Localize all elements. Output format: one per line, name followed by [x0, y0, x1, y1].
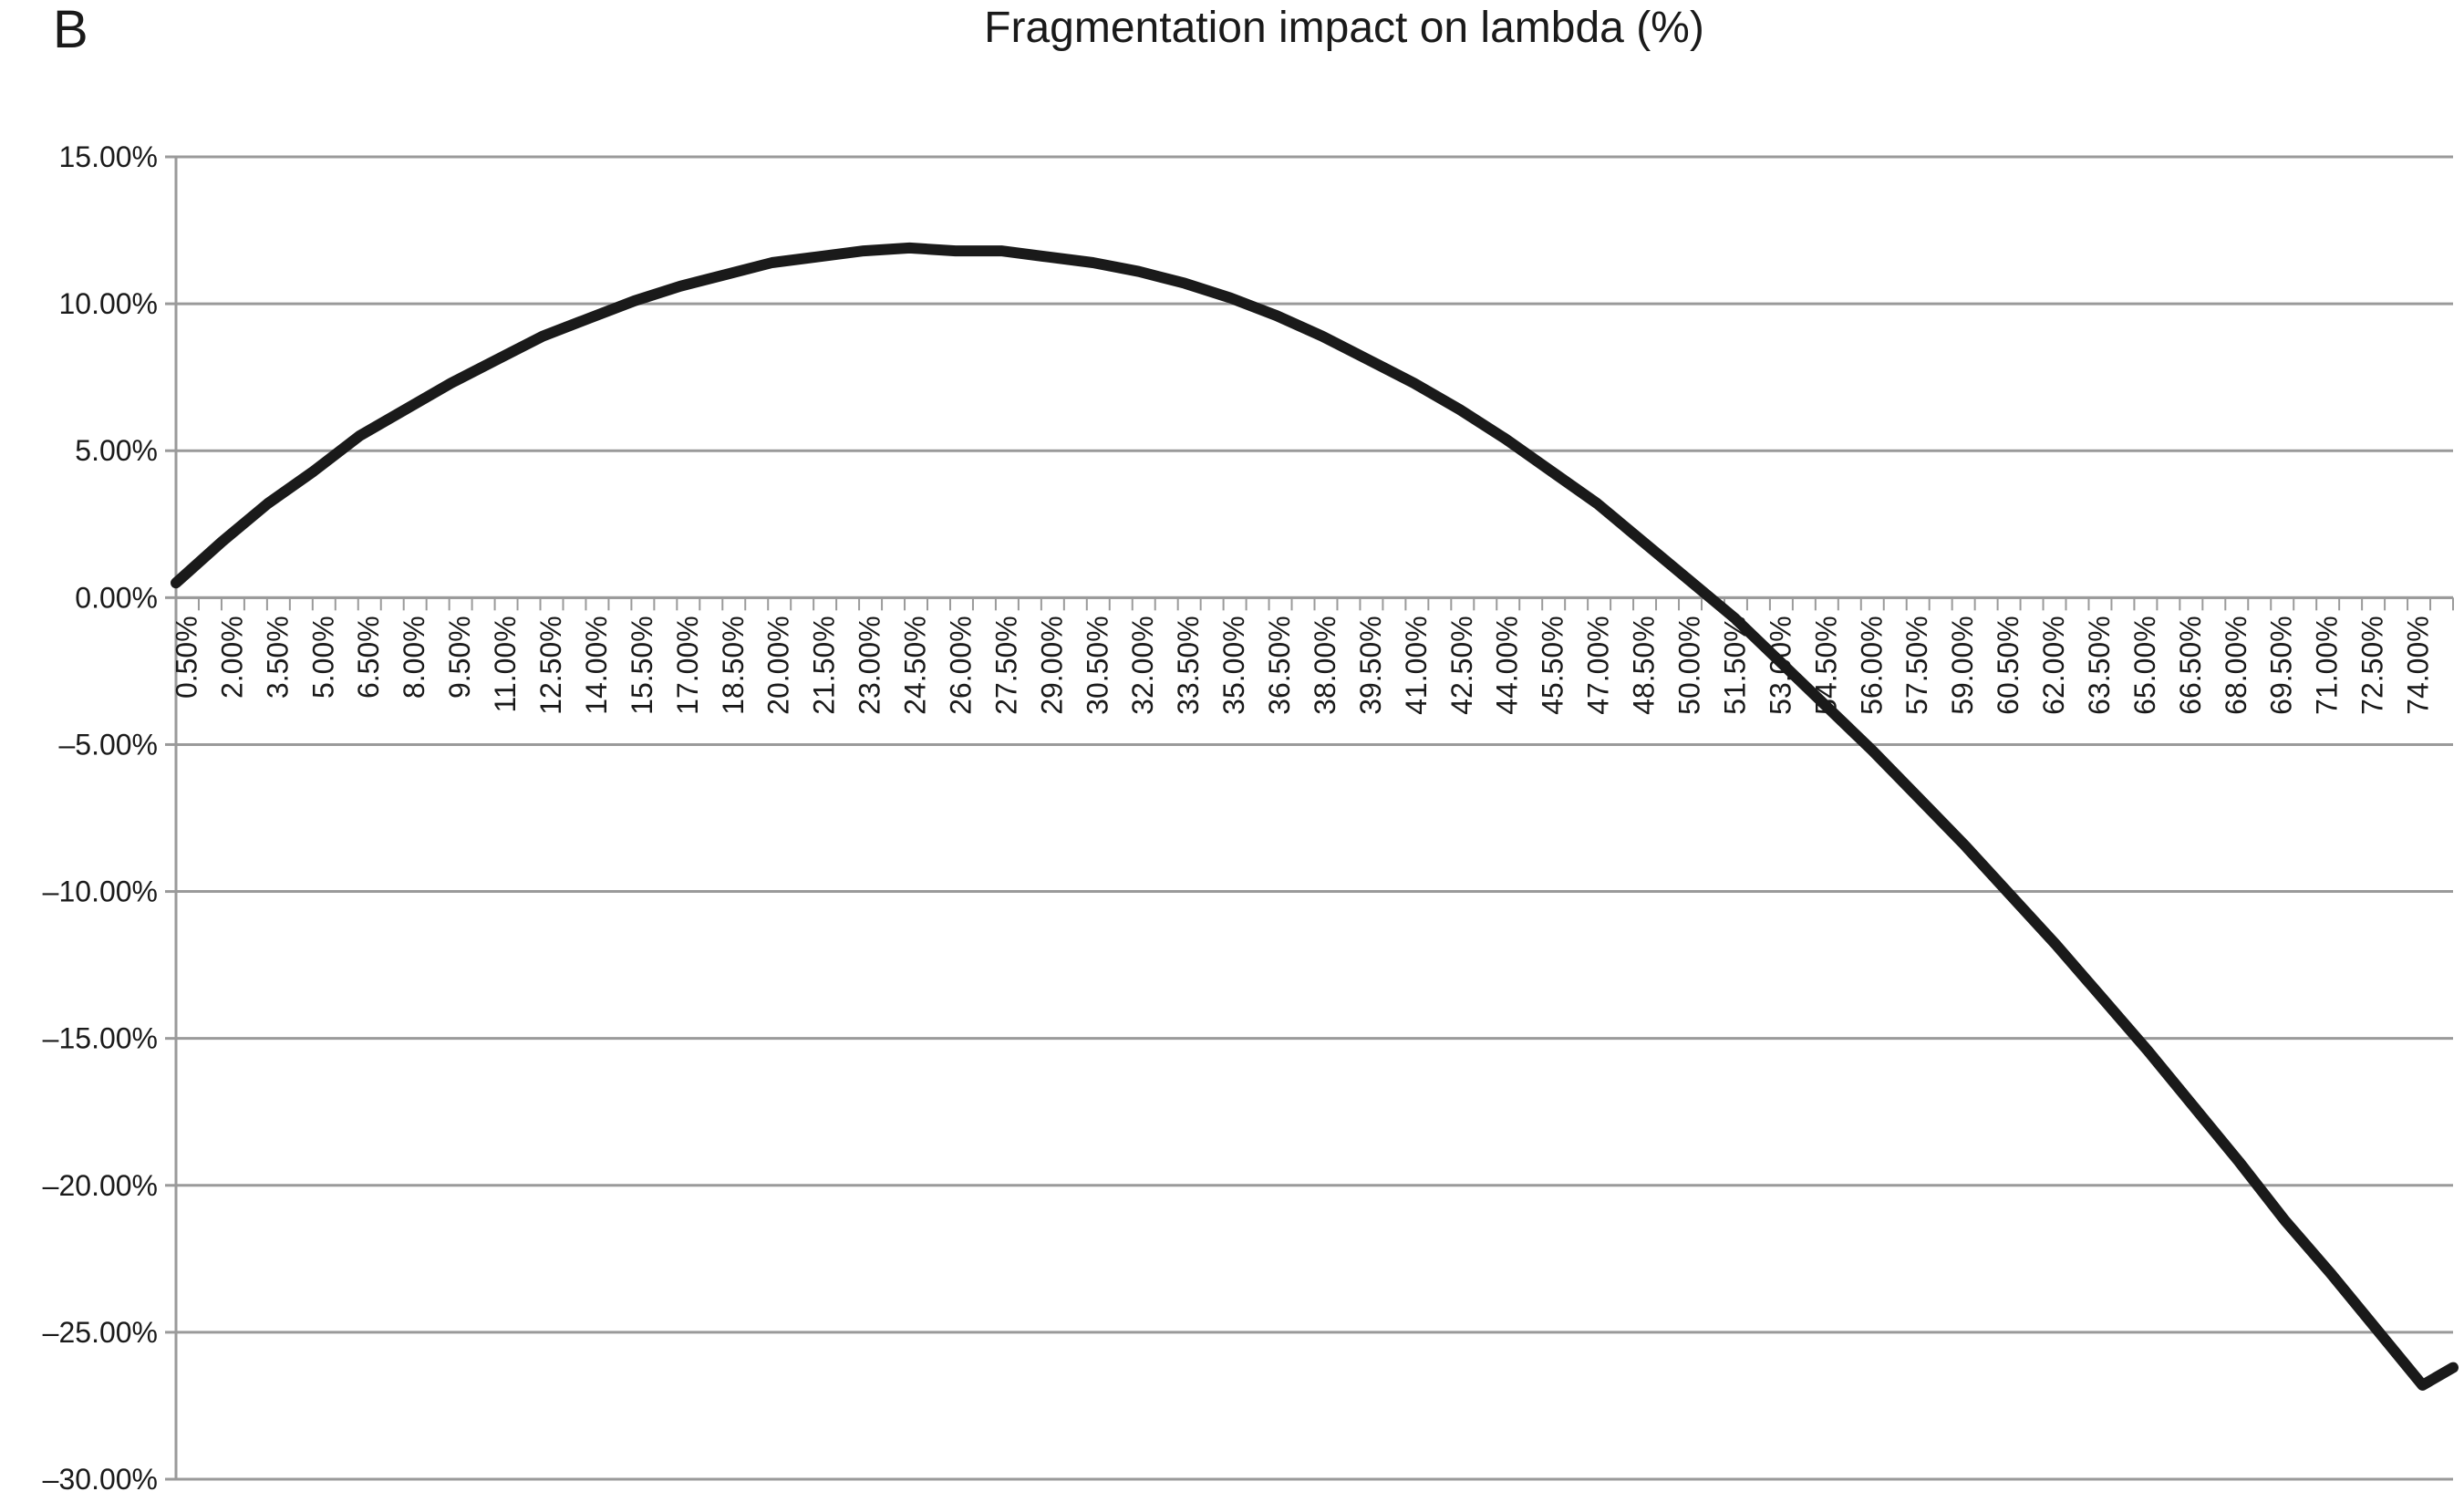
x-tick-label: 60.50%: [1992, 616, 2024, 715]
x-tick-label: 56.00%: [1855, 616, 1888, 715]
x-tick-label: 39.50%: [1354, 616, 1387, 715]
y-tick-label: 0.00%: [75, 581, 158, 614]
x-tick-label: 44.00%: [1491, 616, 1524, 715]
data-series: [171, 242, 2459, 1391]
x-tick-label: 12.50%: [534, 616, 567, 715]
x-axis-tick-labels: 0.50% 2.00% 3.50% 5.00% 6.50% 8.00% 9.50% 11.00…: [171, 616, 2435, 715]
x-tick-label: 51.50%: [1718, 616, 1751, 715]
x-tick-label: 72.50%: [2356, 616, 2389, 715]
x-tick-label: 62.00%: [2037, 616, 2070, 715]
x-tick-label: 0.50%: [171, 616, 203, 699]
gridlines: [165, 155, 2453, 1481]
x-tick-label: 41.00%: [1400, 616, 1433, 715]
x-tick-label: 24.50%: [899, 616, 932, 715]
x-tick-label: 48.50%: [1628, 616, 1661, 715]
x-tick-label: 23.00%: [854, 616, 886, 715]
x-tick-label: 59.00%: [1946, 616, 1979, 715]
x-tick-label: 3.50%: [261, 616, 294, 699]
x-tick-label: 71.00%: [2311, 616, 2344, 715]
x-tick-label: 33.50%: [1172, 616, 1205, 715]
axes: [174, 157, 2454, 1479]
x-tick-label: 26.00%: [945, 616, 978, 715]
y-tick-label: –30.00%: [43, 1463, 158, 1496]
x-tick-label: 14.00%: [580, 616, 613, 715]
y-tick-label: –10.00%: [43, 875, 158, 908]
x-tick-label: 15.50%: [626, 616, 658, 715]
x-tick-label: 2.00%: [215, 616, 248, 699]
y-axis-tick-labels: 15.00% 10.00% 5.00% 0.00% –5.00% –10.00% –15.0…: [43, 140, 158, 1496]
chart-title: Fragmentation impact on lambda (%): [984, 4, 1704, 52]
y-tick-label: 10.00%: [58, 287, 158, 320]
y-tick-label: –20.00%: [43, 1169, 158, 1202]
x-tick-label: 50.00%: [1673, 616, 1706, 715]
x-tick-label: 9.50%: [443, 616, 476, 699]
x-tick-label: 21.50%: [808, 616, 841, 715]
x-tick-label: 17.00%: [671, 616, 704, 715]
x-tick-label: 32.00%: [1126, 616, 1159, 715]
panel-label: B: [53, 0, 88, 59]
y-tick-label: –25.00%: [43, 1316, 158, 1349]
x-tick-label: 30.50%: [1081, 616, 1113, 715]
x-tick-label: 74.00%: [2402, 616, 2435, 715]
y-tick-label: –5.00%: [58, 728, 158, 761]
x-tick-label: 42.50%: [1445, 616, 1478, 715]
x-tick-label: 45.50%: [1537, 616, 1569, 715]
x-tick-label: 69.50%: [2265, 616, 2298, 715]
x-tick-label: 35.00%: [1217, 616, 1250, 715]
x-tick-label: 18.50%: [717, 616, 750, 715]
x-tick-label: 57.50%: [1900, 616, 1933, 715]
y-tick-label: –15.00%: [43, 1022, 158, 1055]
x-tick-label: 8.00%: [398, 616, 430, 699]
y-tick-label: 5.00%: [75, 434, 158, 467]
series-line: [171, 242, 2459, 1391]
x-tick-label: 27.50%: [989, 616, 1022, 715]
x-tick-label: 29.00%: [1035, 616, 1068, 715]
x-tick-label: 54.50%: [1809, 616, 1842, 715]
x-tick-label: 63.50%: [2083, 616, 2116, 715]
x-tick-label: 53.00%: [1764, 616, 1796, 715]
y-tick-label: 15.00%: [58, 140, 158, 173]
x-tick-label: 38.00%: [1309, 616, 1341, 715]
x-tick-label: 68.00%: [2220, 616, 2252, 715]
x-tick-label: 65.00%: [2128, 616, 2161, 715]
x-tick-label: 6.50%: [352, 616, 385, 699]
x-tick-label: 5.00%: [306, 616, 339, 699]
x-tick-label: 36.50%: [1263, 616, 1296, 715]
x-tick-label: 11.00%: [489, 616, 522, 712]
x-tick-label: 66.50%: [2174, 616, 2207, 715]
x-tick-label: 47.00%: [1582, 616, 1615, 715]
x-tick-label: 20.00%: [762, 616, 795, 715]
